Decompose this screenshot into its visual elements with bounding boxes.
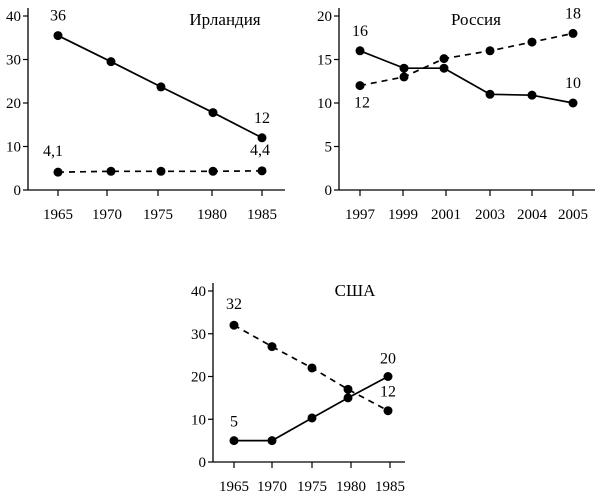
data-label: 20 [380, 351, 396, 368]
data-label: 5 [230, 414, 238, 431]
y-tick-label: 15 [317, 53, 332, 69]
y-tick-label: 20 [191, 370, 206, 386]
data-point [485, 89, 495, 99]
data-point [208, 108, 218, 118]
data-point [106, 57, 116, 67]
data-point [343, 393, 353, 403]
data-point [257, 133, 267, 143]
data-point [399, 72, 409, 82]
y-tick-label: 20 [6, 96, 21, 112]
data-point [568, 98, 578, 108]
y-tick-label: 10 [317, 96, 332, 112]
x-tick-label: 1999 [388, 207, 418, 223]
data-label: 36 [50, 8, 66, 25]
data-label: 10 [565, 75, 581, 92]
data-point [156, 82, 166, 92]
chart-panel-ireland: 0 10 20 30 40 1965 1970 1975 1980 1985 Ирландия 36 1… [6, 8, 285, 223]
x-tick-label: 1965 [219, 479, 249, 495]
data-point [383, 406, 393, 416]
data-point [485, 46, 495, 56]
y-tick-label: 20 [317, 9, 332, 25]
data-point [439, 54, 449, 64]
data-label: 12 [380, 384, 396, 401]
y-tick-label: 5 [325, 140, 333, 156]
data-point [307, 363, 317, 373]
series-line-solid [359, 50, 574, 104]
x-tick-label: 1997 [345, 207, 376, 223]
x-tick-label: 1975 [297, 479, 327, 495]
y-tick-label: 30 [6, 53, 21, 69]
data-point [229, 436, 239, 446]
x-tick-label: 1985 [375, 479, 405, 495]
x-tick-label: 1985 [247, 207, 277, 223]
x-tick-label: 2004 [517, 207, 548, 223]
data-point [527, 37, 537, 47]
data-point [208, 166, 218, 176]
x-tick-label: 1970 [92, 207, 122, 223]
data-point [307, 413, 317, 423]
x-tick-label: 2005 [558, 207, 588, 223]
data-point [229, 320, 239, 330]
data-label: 18 [565, 5, 581, 22]
data-point [53, 31, 63, 41]
chart-title: США [335, 281, 376, 300]
data-point [527, 90, 537, 100]
x-tick-label: 1980 [197, 207, 227, 223]
data-point [383, 372, 393, 381]
chart-title: Россия [451, 10, 501, 29]
data-point [439, 63, 449, 73]
series-line-solid [234, 375, 389, 442]
y-tick-label: 30 [191, 327, 206, 343]
chart-panel-usa: 0 10 20 30 40 1965 1970 1975 1980 1985 США 5 20 32 12 [191, 281, 405, 495]
data-label: 32 [226, 296, 242, 313]
y-tick-label: 0 [199, 455, 207, 471]
x-tick-label: 2003 [475, 207, 505, 223]
x-tick-label: 1965 [43, 207, 73, 223]
data-point [106, 166, 116, 176]
x-tick-label: 1970 [257, 479, 287, 495]
y-tick-label: 10 [191, 412, 206, 428]
data-point [355, 46, 365, 56]
data-point [257, 166, 267, 176]
data-point [343, 384, 353, 394]
x-tick-label: 1980 [336, 479, 366, 495]
data-point [399, 63, 409, 73]
data-point [156, 166, 166, 176]
data-point [267, 436, 277, 446]
data-label: 16 [352, 23, 368, 40]
y-tick-label: 40 [6, 9, 21, 25]
data-label: 12 [254, 110, 270, 127]
chart-panel-russia: 0 5 10 15 20 1997 1999 2001 2003 2004 2005 Россия 16… [317, 5, 595, 223]
y-tick-label: 40 [191, 284, 206, 300]
data-label: 4,1 [43, 143, 63, 160]
series-line-dashed [359, 32, 574, 87]
data-point [355, 81, 365, 91]
y-tick-label: 0 [325, 183, 333, 199]
y-tick-label: 10 [6, 140, 21, 156]
data-label: 4,4 [250, 142, 270, 159]
data-point [568, 28, 578, 38]
x-tick-label: 2001 [431, 207, 461, 223]
x-tick-label: 1975 [143, 207, 173, 223]
data-label: 12 [354, 95, 370, 112]
chart-title: Ирландия [189, 10, 260, 29]
data-point [267, 342, 277, 352]
data-point [53, 167, 63, 177]
y-tick-label: 0 [14, 183, 22, 199]
